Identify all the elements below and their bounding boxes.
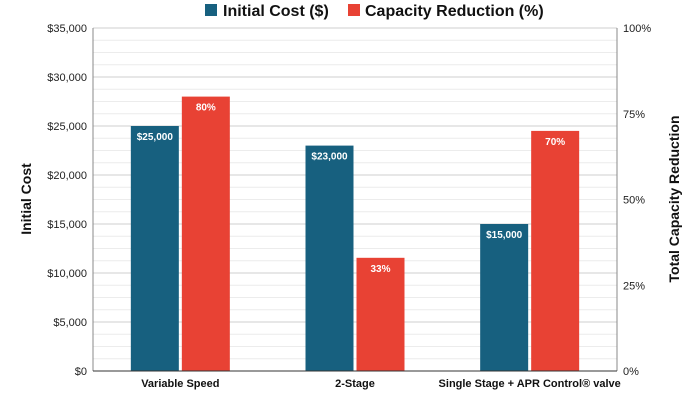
y-axis-left-title: Initial Cost bbox=[18, 163, 34, 235]
legend-label-capacity-reduction: Capacity Reduction (%) bbox=[365, 3, 544, 20]
data-label-capacity-reduction: 33% bbox=[370, 264, 390, 275]
y-left-tick-label: $5,000 bbox=[53, 317, 87, 329]
y-axis-right-title: Total Capacity Reduction bbox=[666, 116, 682, 283]
x-category-label: 2-Stage bbox=[335, 378, 375, 390]
bar-capacity-reduction-single-stage-apr-control-valve bbox=[531, 130, 580, 371]
legend-label-initial-cost: Initial Cost ($) bbox=[223, 3, 329, 20]
y-left-tick-label: $30,000 bbox=[47, 72, 87, 84]
legend-swatch-capacity-reduction bbox=[348, 4, 360, 16]
data-label-initial-cost: $15,000 bbox=[486, 230, 523, 241]
y-left-tick-label: $20,000 bbox=[47, 170, 87, 182]
y-right-tick-label: 25% bbox=[623, 280, 645, 292]
gridlines bbox=[93, 27, 617, 372]
axes: $0 $5,000 $10,000 $15,000 $20,000 $25,000 $30,… bbox=[47, 23, 651, 390]
y-left-tick-label: $35,000 bbox=[47, 23, 87, 35]
bar-capacity-reduction-variable-speed bbox=[181, 96, 230, 371]
y-left-tick-label: $10,000 bbox=[47, 268, 87, 280]
x-category-label: Variable Speed bbox=[141, 378, 219, 390]
y-right-tick-label: 100% bbox=[623, 23, 651, 35]
legend: Initial Cost ($) Capacity Reduction (%) bbox=[205, 3, 544, 20]
legend-swatch-initial-cost bbox=[205, 4, 217, 16]
y-left-tick-label: $25,000 bbox=[47, 121, 87, 133]
y-left-tick-label: $0 bbox=[75, 366, 87, 378]
data-label-capacity-reduction: 70% bbox=[545, 137, 565, 148]
bar-initial-cost-variable-speed bbox=[130, 126, 179, 371]
bars: $25,000 80% $23,000 33% $15,000 70% bbox=[130, 96, 580, 371]
x-category-label: Single Stage + APR Control® valve bbox=[439, 378, 621, 390]
y-right-tick-label: 0% bbox=[623, 366, 639, 378]
y-left-tick-label: $15,000 bbox=[47, 219, 87, 231]
data-label-capacity-reduction: 80% bbox=[196, 103, 216, 114]
data-label-initial-cost: $23,000 bbox=[311, 152, 348, 163]
y-right-tick-label: 75% bbox=[623, 109, 645, 121]
bar-capacity-reduction-2-stage bbox=[356, 257, 405, 371]
bar-initial-cost-single-stage-apr-control-valve bbox=[480, 224, 529, 371]
data-label-initial-cost: $25,000 bbox=[137, 132, 174, 143]
y-right-tick-label: 50% bbox=[623, 195, 645, 207]
bar-initial-cost-2-stage bbox=[305, 145, 354, 371]
